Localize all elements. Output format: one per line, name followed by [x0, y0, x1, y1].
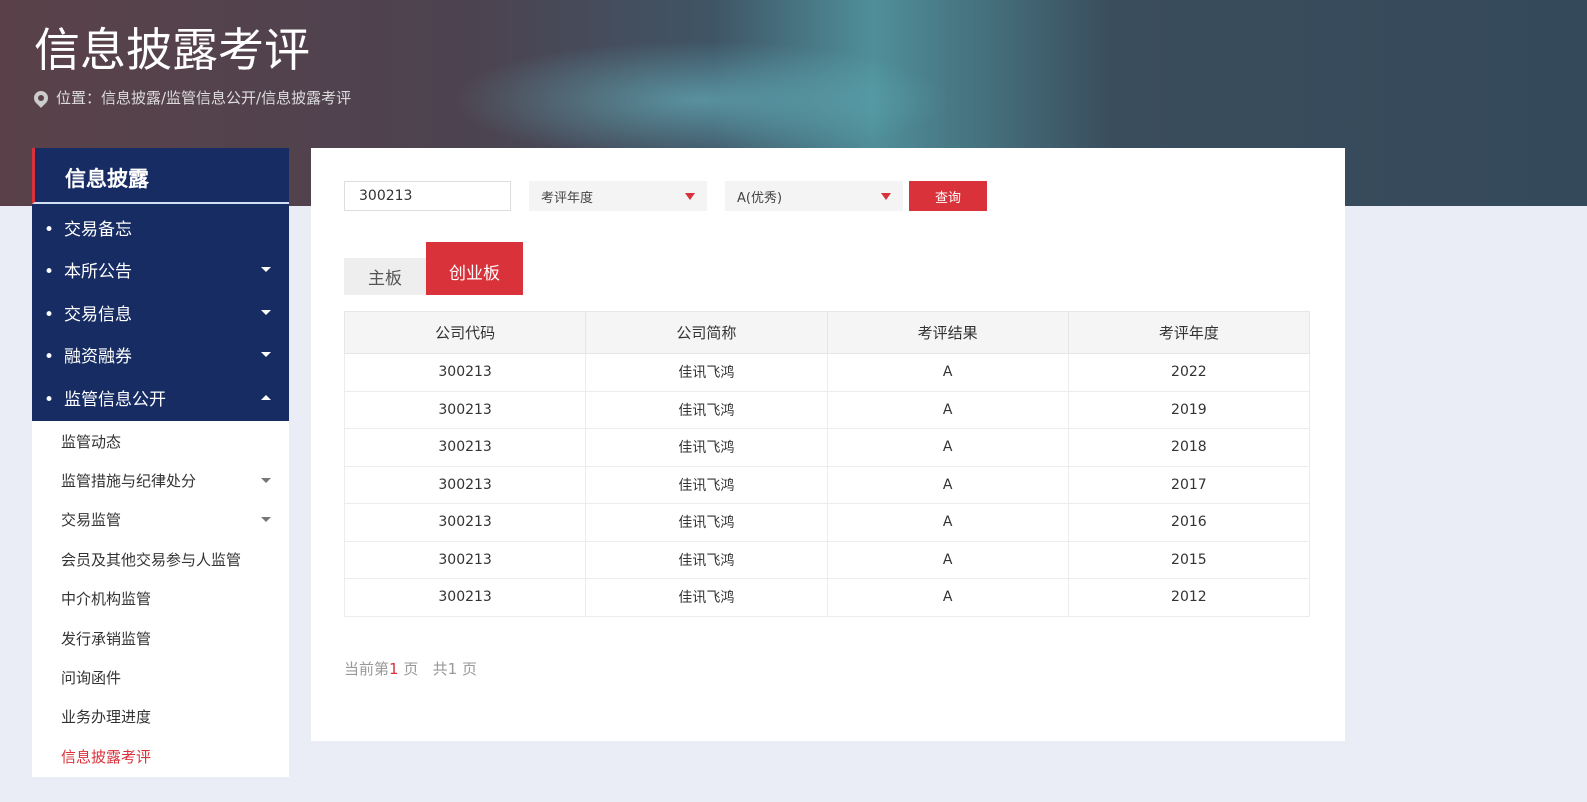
sidebar-subitem-label: 监管措施与纪律处分	[61, 472, 197, 491]
table-row: 300213 佳讯飞鸿 A 2015	[343, 540, 1311, 579]
sidebar-item-label: 交易备忘	[44, 215, 132, 240]
table-cell: 2022	[1067, 353, 1311, 392]
table-cell: 2019	[1067, 390, 1311, 429]
company-code-input[interactable]: 300213	[344, 181, 511, 211]
table-cell: 300213	[343, 540, 587, 579]
pager-suffix: 页	[457, 660, 477, 678]
column-header: 公司代码	[343, 311, 587, 354]
dropdown-arrow-icon	[685, 192, 695, 200]
sidebar-subitem-label: 业务办理进度	[61, 708, 152, 727]
table-cell: 300213	[343, 465, 587, 504]
sidebar-item-label: 本所公告	[44, 257, 132, 282]
sidebar-item[interactable]: 本所公告	[32, 249, 289, 292]
sidebar-subitem-label: 问询函件	[61, 669, 122, 688]
table-cell: 300213	[343, 578, 587, 617]
column-header: 考评结果	[826, 311, 1069, 354]
sidebar-item-label: 监管信息公开	[44, 385, 166, 410]
result-select-value: A(优秀)	[737, 190, 783, 206]
sidebar-subitem[interactable]: 业务办理进度	[32, 697, 289, 736]
sidebar-item[interactable]: 监管信息公开	[32, 376, 289, 419]
year-select-value: 考评年度	[541, 190, 594, 206]
pager-mid: 页 共	[398, 660, 448, 678]
table-cell: A	[826, 465, 1069, 504]
table-cell: 佳讯飞鸿	[585, 353, 828, 392]
sidebar-subitem-label: 交易监管	[61, 511, 122, 530]
table-row: 300213 佳讯飞鸿 A 2017	[343, 465, 1311, 504]
sidebar-subitem-label: 中介机构监管	[61, 590, 152, 609]
sidebar: 信息披露 交易备忘本所公告交易信息融资融券监管信息公开 监管动态监管措施与纪律处…	[32, 148, 289, 778]
table-cell: 2016	[1067, 503, 1311, 542]
table-cell: 300213	[343, 428, 587, 467]
table-cell: 佳讯飞鸿	[585, 390, 828, 429]
chevron-down-icon	[261, 267, 271, 273]
sidebar-item[interactable]: 融资融券	[32, 334, 289, 377]
sidebar-subitem-label: 会员及其他交易参与人监管	[61, 550, 242, 569]
table-row: 300213 佳讯飞鸿 A 2012	[343, 578, 1311, 617]
table-cell: 2015	[1067, 540, 1311, 579]
tab-chinext[interactable]: 创业板	[426, 242, 523, 295]
table-cell: 佳讯飞鸿	[585, 428, 828, 467]
table-cell: 2017	[1067, 465, 1311, 504]
sidebar-item[interactable]: 交易备忘	[32, 206, 289, 249]
main-panel: 300213 考评年度 A(优秀) 查询 主板 创业板 公司代码 公司简称 考评结果…	[311, 148, 1345, 741]
table-row: 300213 佳讯飞鸿 A 2022	[343, 353, 1311, 392]
pagination: 当前第1 页 共1 页	[344, 658, 477, 679]
chevron-down-icon	[261, 352, 271, 358]
column-header: 考评年度	[1067, 311, 1311, 354]
table-cell: A	[826, 428, 1069, 467]
breadcrumb-text: 位置：信息披露/监管信息公开/信息披露考评	[56, 89, 352, 107]
sidebar-subitem-label: 监管动态	[61, 432, 122, 451]
pager-prefix: 当前第	[344, 660, 390, 678]
sidebar-subitem[interactable]: 监管措施与纪律处分	[32, 461, 289, 500]
sidebar-subitem[interactable]: 中介机构监管	[32, 579, 289, 618]
sidebar-subitem[interactable]: 交易监管	[32, 500, 289, 539]
table-cell: 佳讯飞鸿	[585, 465, 828, 504]
chevron-down-icon	[261, 517, 271, 523]
sidebar-title: 信息披露	[32, 148, 289, 204]
table-row: 300213 佳讯飞鸿 A 2018	[343, 428, 1311, 467]
sidebar-subitem-label: 信息披露考评	[61, 747, 152, 766]
sidebar-subitem[interactable]: 信息披露考评	[32, 737, 289, 776]
sidebar-item-label: 交易信息	[44, 300, 132, 325]
sidebar-subitem[interactable]: 监管动态	[32, 422, 289, 461]
search-bar: 300213 考评年度 A(优秀) 查询	[344, 181, 987, 211]
table-cell: 佳讯飞鸿	[585, 503, 828, 542]
page-title: 信息披露考评	[34, 23, 310, 77]
column-header: 公司简称	[585, 311, 828, 354]
table-cell: 300213	[343, 503, 587, 542]
table-cell: 2018	[1067, 428, 1311, 467]
table-row: 300213 佳讯飞鸿 A 2016	[343, 503, 1311, 542]
dropdown-arrow-icon	[881, 192, 891, 200]
breadcrumb: 位置：信息披露/监管信息公开/信息披露考评	[31, 87, 352, 108]
table-cell: 300213	[343, 390, 587, 429]
table-cell: A	[826, 540, 1069, 579]
sidebar-subitem[interactable]: 会员及其他交易参与人监管	[32, 540, 289, 579]
table-cell: 2012	[1067, 578, 1311, 617]
sidebar-item-label: 融资融券	[44, 342, 132, 367]
location-pin-icon	[31, 87, 51, 108]
chevron-up-icon	[261, 394, 271, 400]
table-cell: A	[826, 390, 1069, 429]
tab-main-board[interactable]: 主板	[344, 258, 426, 295]
query-button[interactable]: 查询	[909, 181, 987, 211]
table-cell: A	[826, 578, 1069, 617]
current-page: 1	[389, 660, 399, 678]
chevron-down-icon	[261, 309, 271, 315]
board-tabs: 主板 创业板	[344, 242, 523, 295]
table-cell: 300213	[343, 353, 587, 392]
table-cell: A	[826, 503, 1069, 542]
table-cell: A	[826, 353, 1069, 392]
sidebar-subitem[interactable]: 发行承销监管	[32, 618, 289, 657]
sidebar-subitem[interactable]: 问询函件	[32, 658, 289, 697]
sidebar-subitem-label: 发行承销监管	[61, 629, 152, 648]
result-select[interactable]: A(优秀)	[725, 181, 903, 211]
chevron-down-icon	[261, 478, 271, 484]
results-table: 公司代码 公司简称 考评结果 考评年度 300213 佳讯飞鸿 A 2022 300213 佳讯飞…	[343, 311, 1311, 617]
total-pages: 1	[447, 660, 458, 678]
table-cell: 佳讯飞鸿	[585, 540, 828, 579]
year-select[interactable]: 考评年度	[529, 181, 707, 211]
table-cell: 佳讯飞鸿	[585, 578, 828, 617]
table-row: 300213 佳讯飞鸿 A 2019	[343, 390, 1311, 429]
sidebar-item[interactable]: 交易信息	[32, 291, 289, 334]
